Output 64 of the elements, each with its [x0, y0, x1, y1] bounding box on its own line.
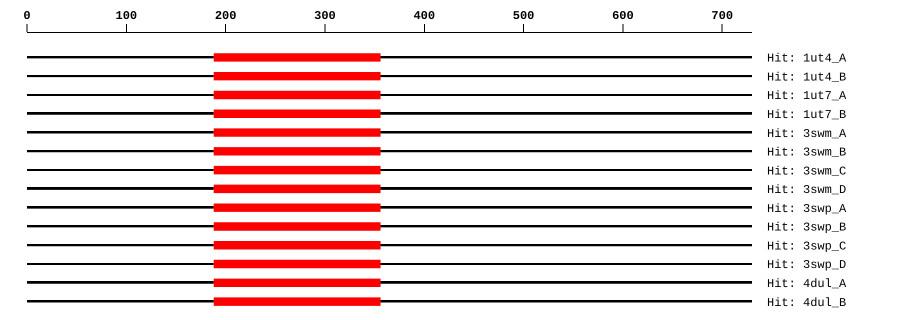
bar	[380, 94, 752, 96]
bar	[27, 281, 214, 284]
bar	[380, 131, 752, 134]
bar	[27, 131, 214, 134]
y-tick-label: Hit: 1ut4_A	[767, 52, 848, 66]
y-tick-label: Hit: 4dul_A	[767, 277, 848, 292]
bar	[27, 150, 214, 152]
bar	[214, 90, 381, 100]
bar	[380, 244, 752, 246]
bar	[214, 241, 381, 250]
bar	[380, 112, 752, 115]
y-tick-label: Hit: 3swp_D	[767, 258, 846, 272]
x-tick-label: 200	[214, 9, 236, 24]
bar	[214, 222, 381, 231]
bar	[214, 278, 381, 288]
bar	[214, 184, 381, 194]
bar	[27, 263, 214, 265]
bar	[380, 225, 752, 228]
bar	[380, 300, 752, 303]
bar	[27, 300, 214, 303]
bar	[27, 94, 214, 96]
bar	[27, 169, 214, 172]
bar	[27, 75, 214, 78]
bar	[214, 53, 381, 62]
bar	[214, 297, 381, 306]
bar	[380, 75, 752, 78]
y-tick-label: Hit: 3swp_B	[767, 220, 846, 235]
y-tick-label: Hit: 3swm_A	[767, 126, 848, 141]
bar	[214, 128, 381, 137]
x-tick-label: 300	[314, 9, 336, 24]
bar	[380, 206, 752, 209]
y-tick-label: Hit: 3swm_B	[767, 146, 846, 160]
x-tick-label: 100	[116, 9, 138, 24]
bar	[27, 56, 214, 58]
bar	[27, 225, 214, 228]
y-tick-label: Hit: 3swp_C	[767, 239, 846, 254]
y-tick-label: Hit: 3swp_A	[767, 202, 848, 216]
bar	[214, 147, 381, 156]
y-tick-label: Hit: 3swm_C	[767, 164, 846, 178]
bar	[214, 72, 381, 80]
bar	[214, 260, 381, 268]
x-tick-label: 600	[612, 9, 634, 24]
y-tick-label: Hit: 1ut7_A	[767, 89, 848, 104]
bar	[27, 112, 214, 115]
bar	[214, 166, 381, 174]
bar	[27, 244, 214, 246]
bar	[27, 187, 214, 190]
x-tick-label: 500	[512, 9, 534, 24]
y-tick-label: Hit: 4dul_B	[767, 296, 846, 310]
x-tick-label: 0	[23, 9, 31, 24]
bar	[380, 281, 752, 284]
y-tick-label: Hit: 1ut7_B	[767, 108, 846, 122]
bar	[27, 206, 214, 209]
y-tick-label: Hit: 3swm_D	[767, 183, 846, 198]
bar	[380, 169, 752, 172]
bar	[380, 56, 752, 58]
x-tick-label: 400	[413, 9, 436, 24]
bar	[380, 187, 752, 190]
bar	[214, 203, 381, 212]
bar	[214, 110, 381, 118]
y-tick-label: Hit: 1ut4_B	[767, 70, 846, 84]
bar	[380, 263, 752, 265]
bar	[380, 150, 752, 152]
x-tick-label: 700	[711, 9, 734, 24]
